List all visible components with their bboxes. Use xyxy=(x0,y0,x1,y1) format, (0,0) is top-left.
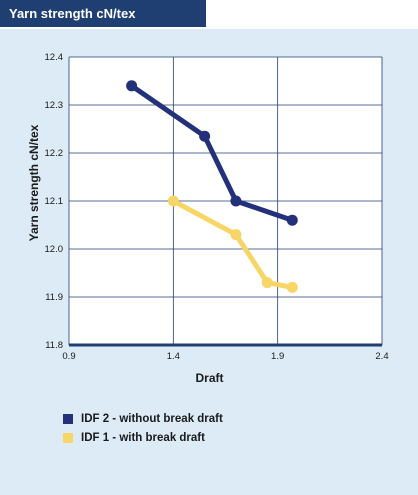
y-tick-label: 12.3 xyxy=(45,100,64,111)
chart-title: Yarn strength cN/tex xyxy=(9,6,136,21)
series-2-point xyxy=(230,229,242,241)
y-tick-label: 11.8 xyxy=(45,340,63,351)
series-1-line xyxy=(129,83,295,223)
series-2-point xyxy=(167,195,179,207)
x-tick-label: 2.4 xyxy=(375,351,388,362)
title-bar: Yarn strength cN/tex xyxy=(0,0,206,27)
x-axis-title: Draft xyxy=(195,371,223,385)
y-tick-label: 12.2 xyxy=(45,148,64,159)
x-tick-label: 1.4 xyxy=(167,351,180,362)
legend-item-series-2: IDF 1 - with break draft xyxy=(63,430,205,446)
x-tick-label: 1.9 xyxy=(271,351,284,362)
legend-label-series-2: IDF 1 - with break draft xyxy=(81,432,205,444)
series-2-point xyxy=(286,281,298,293)
series-1-point xyxy=(199,130,211,142)
legend-label-series-1: IDF 2 - without break draft xyxy=(81,413,223,425)
series-1-point xyxy=(230,195,242,207)
x-tick-label: 0.9 xyxy=(62,351,75,362)
series-2-line xyxy=(170,198,295,290)
y-tick-label: 12.4 xyxy=(45,52,64,63)
legend-swatch-series-2 xyxy=(63,433,73,443)
y-axis-title: Yarn strength cN/tex xyxy=(27,124,41,241)
series-2-point xyxy=(261,277,273,289)
legend-swatch-series-1 xyxy=(63,414,73,424)
y-tick-label: 12.1 xyxy=(45,196,64,207)
legend-item-series-1: IDF 2 - without break draft xyxy=(63,411,223,427)
series-1-point xyxy=(126,80,138,92)
series-1-point xyxy=(286,214,298,226)
y-tick-label: 12.0 xyxy=(45,244,64,255)
y-tick-label: 11.9 xyxy=(45,292,63,303)
